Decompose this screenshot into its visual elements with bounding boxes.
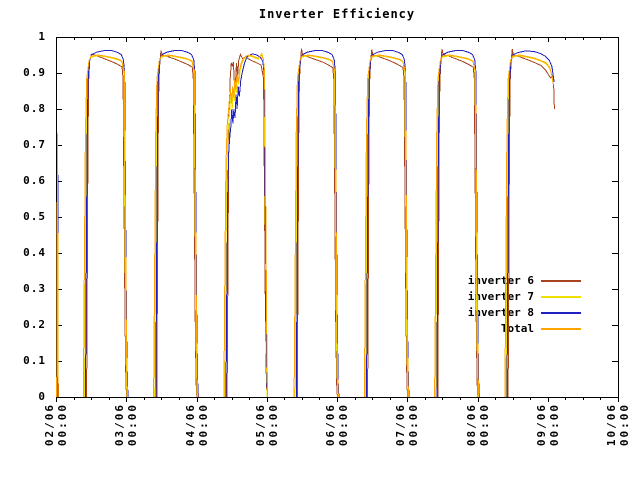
series-line-total — [82, 54, 129, 398]
plot-border — [56, 37, 619, 398]
series-line-inverter-6 — [507, 49, 555, 398]
series-line-inverter-8 — [85, 50, 129, 398]
series-line-total — [153, 54, 199, 398]
legend-line-swatch — [541, 328, 581, 330]
y-tick-label: 0.7 — [23, 138, 46, 151]
series-line-inverter-7 — [294, 55, 339, 398]
y-tick-label: 0.6 — [23, 174, 46, 187]
x-tick-label-text: 06/06 00:00 — [324, 403, 350, 447]
x-tick-label-text: 08/06 00:00 — [464, 403, 491, 447]
x-tick-label: 04/06 00:00 — [184, 403, 227, 446]
series-line-inverter-6 — [296, 48, 338, 398]
series-line-inverter-8 — [506, 50, 555, 398]
series-line-inverter-7 — [365, 55, 409, 398]
x-tick-label-text: 03/06 00:00 — [113, 403, 140, 447]
series-line-total — [504, 54, 554, 398]
series-line-total — [293, 54, 339, 398]
series-line-inverter-6 — [86, 53, 128, 398]
series-line-inverter-8 — [436, 50, 480, 398]
x-tick-label-text: 10/06 00:00 — [605, 403, 631, 447]
legend-label: Total — [500, 322, 534, 335]
series-line-inverter-8 — [56, 144, 59, 398]
x-tick-label-text: 07/06 00:00 — [394, 403, 421, 447]
y-tick-label: 0.2 — [23, 318, 46, 331]
legend-item: inverter 7 — [400, 289, 581, 305]
x-tick-label-text: 02/06 00:00 — [43, 403, 69, 447]
legend-line-swatch — [541, 296, 581, 298]
x-tick-label: 05/06 00:00 — [254, 403, 297, 446]
y-tick-label: 0.4 — [23, 246, 46, 259]
y-tick-label: 0.9 — [23, 66, 46, 79]
y-tick-label: 0.3 — [23, 282, 46, 295]
y-tick-label: 0.1 — [23, 354, 46, 367]
legend-line-swatch — [541, 312, 581, 314]
series-line-inverter-8 — [155, 50, 199, 398]
series-line-total — [56, 134, 59, 398]
x-tick-label: 10/06 00:00 — [605, 403, 640, 446]
series-line-inverter-7 — [154, 55, 198, 398]
legend-label: inverter 7 — [467, 290, 534, 303]
legend-label: inverter 6 — [467, 274, 534, 287]
legend-item: Total — [400, 321, 581, 337]
series-line-inverter-8 — [225, 53, 268, 398]
x-tick-label: 03/06 00:00 — [113, 403, 156, 446]
series-line-inverter-6 — [156, 50, 198, 398]
series-line-inverter-7 — [224, 51, 268, 398]
legend-item: inverter 6 — [400, 273, 581, 289]
x-tick-label: 06/06 00:00 — [324, 403, 367, 446]
y-tick-label: 0.5 — [23, 210, 46, 223]
x-tick-label: 02/06 00:00 — [43, 403, 86, 446]
series-line-inverter-7 — [505, 55, 554, 398]
series-line-inverter-8 — [295, 50, 340, 398]
legend-label: inverter 8 — [467, 306, 534, 319]
series-line-total — [363, 54, 410, 398]
series-line-total — [223, 54, 269, 398]
x-tick-label-text: 09/06 00:00 — [534, 403, 561, 447]
y-tick-label: 1 — [38, 30, 46, 43]
series-line-inverter-6 — [437, 48, 479, 398]
series-line-inverter-7 — [56, 132, 59, 398]
legend-item: inverter 8 — [400, 305, 581, 321]
y-tick-label: 0 — [38, 390, 46, 403]
series-line-inverter-7 — [84, 55, 128, 398]
x-tick-label: 07/06 00:00 — [394, 403, 437, 446]
series-line-total — [434, 54, 480, 398]
x-tick-label-text: 05/06 00:00 — [253, 403, 280, 447]
legend-line-swatch — [541, 280, 581, 282]
series-line-inverter-6 — [56, 209, 59, 398]
series-line-inverter-6 — [367, 49, 409, 398]
chart-title: Inverter Efficiency — [258, 7, 416, 21]
x-tick-label: 09/06 00:00 — [535, 403, 578, 446]
chart-legend: inverter 6 inverter 7 inverter 8 Total — [400, 273, 581, 337]
x-tick-label: 08/06 00:00 — [465, 403, 508, 446]
x-tick-label-text: 04/06 00:00 — [183, 403, 210, 447]
series-line-inverter-6 — [226, 52, 268, 398]
series-line-inverter-8 — [366, 50, 410, 398]
series-line-inverter-7 — [435, 55, 479, 398]
y-tick-label: 0.8 — [23, 102, 46, 115]
